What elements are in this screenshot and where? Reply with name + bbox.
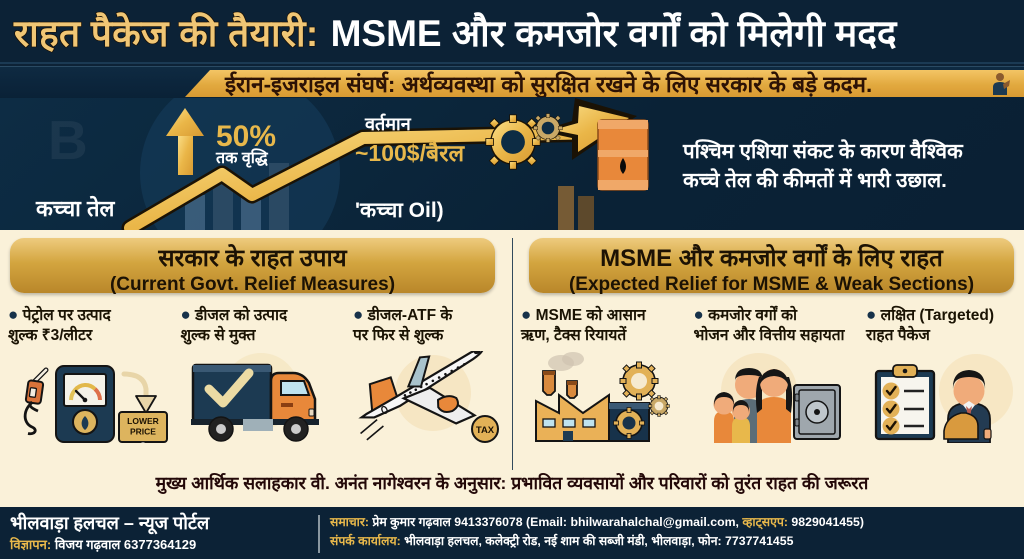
svg-text:PRICE: PRICE: [130, 427, 156, 437]
svg-text:LOWER: LOWER: [127, 416, 159, 426]
svg-text:TAX: TAX: [476, 425, 495, 436]
